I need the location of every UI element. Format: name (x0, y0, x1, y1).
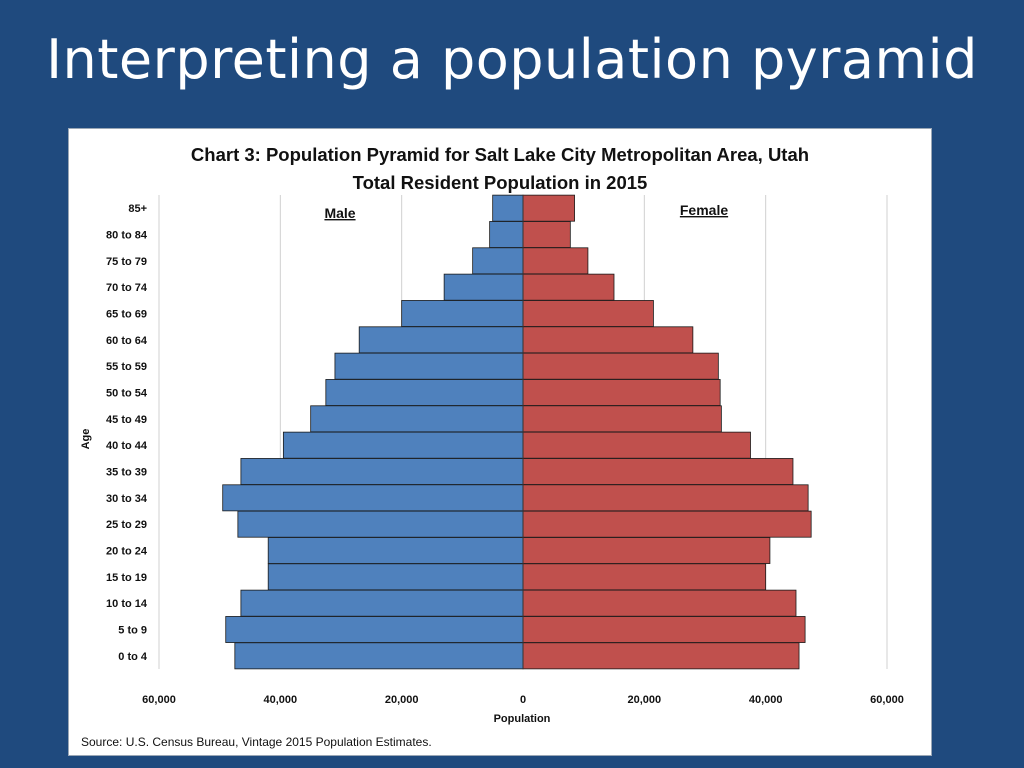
age-tick-labels: 0 to 4 5 to 9 10 to 14 15 to 19 20 to 24 25 t… (106, 203, 148, 663)
age-tick-label: 70 to 74 (106, 282, 148, 294)
female-bar (522, 379, 721, 406)
male-bar (325, 379, 524, 406)
female-bar (522, 589, 797, 617)
x-tick-label: 20,000 (628, 694, 662, 706)
x-tick-label: 60,000 (870, 694, 904, 706)
female-bar (522, 537, 771, 564)
x-tick-label: 0 (520, 694, 526, 706)
age-tick-label: 30 to 34 (106, 493, 148, 505)
x-tick-label: 40,000 (264, 694, 298, 706)
male-bar (358, 326, 524, 354)
age-tick-label: 75 to 79 (106, 256, 147, 268)
male-bar (401, 300, 524, 327)
female-bar (522, 352, 719, 380)
male-bar (240, 458, 524, 485)
legend-female: Female (680, 202, 728, 218)
x-tick-label: 40,000 (749, 694, 783, 706)
male-bar (225, 616, 524, 643)
chart-subtitle: Total Resident Population in 2015 (353, 172, 648, 193)
female-bar (522, 431, 751, 459)
female-bar (522, 510, 812, 538)
male-bar (492, 194, 524, 222)
x-tick-label: 60,000 (142, 694, 176, 706)
x-axis-title: Population (494, 713, 551, 725)
x-tick-label: 20,000 (385, 694, 419, 706)
population-tick-labels: 60,000 40,000 20,000 0 20,000 40,000 60,000 (142, 694, 904, 706)
slide-title: Interpreting a population pyramid (46, 28, 978, 91)
age-tick-label: 35 to 39 (106, 467, 147, 479)
age-tick-label: 25 to 29 (106, 519, 147, 531)
female-bar (522, 247, 589, 275)
female-bar (522, 458, 794, 485)
age-tick-label: 10 to 14 (106, 598, 148, 610)
age-tick-label: 85+ (128, 203, 147, 215)
female-bar (522, 273, 615, 301)
age-tick-label: 5 to 9 (118, 625, 147, 637)
age-tick-label: 15 to 19 (106, 572, 147, 584)
female-bar (522, 221, 571, 248)
legend-male: Male (324, 205, 355, 221)
age-tick-label: 80 to 84 (106, 230, 148, 242)
female-bar (522, 484, 809, 512)
population-pyramid-chart: Chart 3: Population Pyramid for Salt Lak… (80, 144, 904, 749)
female-bar (522, 326, 694, 354)
male-bar (282, 431, 524, 459)
bars (222, 194, 812, 670)
chart-source: Source: U.S. Census Bureau, Vintage 2015… (81, 735, 432, 749)
male-bar (334, 352, 524, 380)
age-tick-label: 40 to 44 (106, 440, 148, 452)
male-bar (222, 484, 524, 512)
female-bar (522, 563, 767, 591)
chart-frame: Chart 3: Population Pyramid for Salt Lak… (68, 128, 932, 756)
age-tick-label: 45 to 49 (106, 414, 147, 426)
male-bar (267, 537, 524, 564)
male-bar (489, 221, 524, 248)
age-tick-label: 50 to 54 (106, 388, 148, 400)
male-bar (267, 563, 524, 591)
age-tick-label: 55 to 59 (106, 361, 147, 373)
female-bar (522, 616, 806, 643)
y-axis-title: Age (80, 429, 92, 450)
chart-title: Chart 3: Population Pyramid for Salt Lak… (191, 144, 809, 165)
female-bar (522, 194, 575, 222)
age-tick-label: 65 to 69 (106, 309, 147, 321)
age-tick-label: 20 to 24 (106, 546, 148, 558)
female-bar (522, 405, 722, 433)
age-tick-label: 60 to 64 (106, 335, 148, 347)
male-bar (240, 589, 524, 617)
male-bar (310, 405, 524, 433)
male-bar (443, 273, 524, 301)
male-bar (472, 247, 524, 275)
female-bar (522, 300, 654, 327)
male-bar (237, 510, 524, 538)
male-bar (234, 642, 524, 670)
age-tick-label: 0 to 4 (118, 651, 148, 663)
female-bar (522, 642, 800, 670)
